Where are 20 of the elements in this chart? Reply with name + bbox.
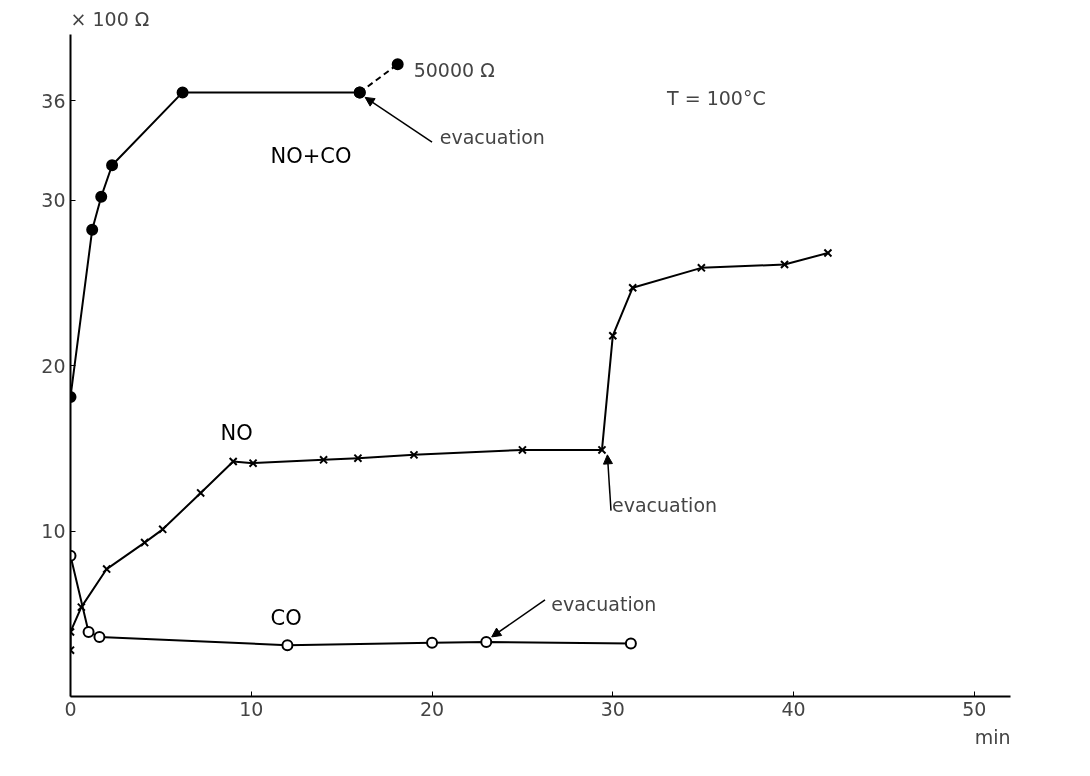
text: NO+CO xyxy=(270,144,352,169)
y-tick-label: 30 xyxy=(41,189,66,211)
series-label: CO xyxy=(270,606,302,631)
annotation: T = 100°C xyxy=(666,86,766,109)
x-tick-label: 30 xyxy=(600,697,625,720)
x-tick-label: 10 xyxy=(239,697,264,720)
annotation: 50000 Ω xyxy=(413,59,495,82)
x-tick-label: 40 xyxy=(781,697,806,720)
x-axis-title: min xyxy=(974,725,1011,748)
x-tick-label: 50 xyxy=(962,697,987,720)
annotation: evacuation xyxy=(551,592,657,615)
y-tick-label: 10 xyxy=(41,520,66,542)
series-label: NO xyxy=(220,420,253,445)
y-axis-title: × 100 Ω xyxy=(70,7,150,30)
x-tick-label: 0 xyxy=(64,697,77,720)
x-tick-label: 20 xyxy=(419,697,445,720)
annotation: evacuation xyxy=(439,126,545,149)
y-tick-label: 20 xyxy=(41,354,66,377)
y-tick-label: 36 xyxy=(41,89,66,112)
annotation: evacuation xyxy=(611,493,718,516)
